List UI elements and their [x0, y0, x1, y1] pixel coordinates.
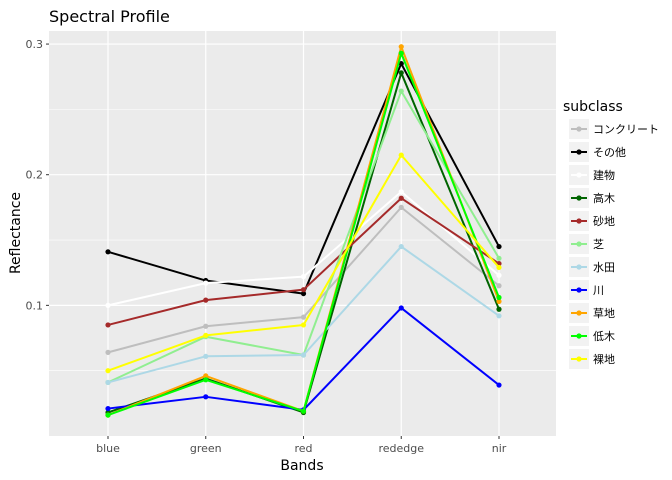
- series-point: [300, 408, 307, 414]
- series-point: [398, 152, 404, 158]
- legend-label: その他: [593, 146, 626, 159]
- series-point: [105, 368, 111, 374]
- legend-label: 裸地: [593, 352, 615, 366]
- series-group: [105, 44, 502, 418]
- legend-label: 低木: [593, 330, 615, 343]
- series-point: [300, 274, 307, 280]
- series-point: [105, 349, 111, 355]
- series-point: [300, 287, 307, 293]
- series-point: [300, 290, 307, 297]
- x-tick-label: nir: [492, 442, 507, 455]
- series-point: [398, 204, 404, 210]
- legend-label: 砂地: [593, 215, 615, 228]
- series-point: [105, 379, 111, 386]
- series-point: [496, 272, 502, 278]
- series-point: [203, 394, 209, 400]
- series-point: [398, 44, 404, 50]
- legend-label: 建物: [593, 168, 615, 182]
- legend-key-point: [576, 356, 582, 362]
- series-point: [105, 302, 111, 308]
- series-point: [398, 88, 404, 94]
- series-point: [496, 264, 502, 271]
- series-point: [496, 283, 502, 289]
- y-tick-label: 0.2: [26, 169, 44, 182]
- series-point: [300, 322, 307, 328]
- legend-label: 川: [593, 284, 604, 297]
- series-point: [398, 50, 404, 56]
- series-point: [398, 243, 404, 250]
- legend-key-point: [576, 264, 582, 270]
- y-tick-label: 0.1: [26, 299, 44, 312]
- legend-label: 芝: [593, 238, 604, 251]
- series-point: [496, 294, 502, 301]
- legend-title: subclass: [563, 99, 623, 115]
- y-tick-label: 0.3: [26, 38, 44, 51]
- series-point: [203, 332, 209, 339]
- x-tick-label: red: [294, 442, 312, 455]
- series-point: [398, 195, 404, 201]
- series-point: [203, 280, 209, 286]
- y-axis-ticks: 0.1 0.2 0.3: [26, 38, 49, 312]
- series-point: [496, 255, 502, 261]
- series-point: [105, 412, 111, 418]
- series-point: [300, 314, 307, 320]
- series-point: [203, 323, 209, 329]
- legend-key-point: [576, 218, 582, 224]
- series-point: [105, 249, 111, 255]
- legend-key-point: [576, 310, 582, 316]
- series-point: [398, 189, 404, 195]
- series-point: [398, 70, 404, 76]
- series-point: [496, 382, 502, 388]
- x-axis-label: Bands: [280, 458, 323, 474]
- legend-key-point: [576, 195, 582, 201]
- series-point: [300, 352, 307, 358]
- x-tick-label: rededge: [378, 442, 424, 455]
- legend-label: 高木: [593, 191, 615, 205]
- legend-label: 水田: [593, 261, 615, 274]
- legend-label: コンクリート: [593, 123, 659, 136]
- series-point: [105, 405, 111, 412]
- chart-title: Spectral Profile: [49, 7, 170, 26]
- series-point: [203, 297, 209, 303]
- series-point: [203, 377, 209, 383]
- series-point: [203, 353, 209, 359]
- series-point: [496, 313, 502, 319]
- legend-key-point: [576, 333, 582, 339]
- series-point: [496, 298, 502, 305]
- series-point: [105, 322, 111, 328]
- legend-key-point: [576, 172, 582, 178]
- x-axis-ticks: blue green red rededge nir: [96, 436, 507, 455]
- legend-key-point: [576, 149, 582, 155]
- legend-key-point: [576, 241, 582, 247]
- legend-label: 草地: [593, 307, 615, 320]
- x-tick-label: green: [190, 442, 222, 455]
- series-point: [398, 305, 404, 311]
- y-axis-label: Reflectance: [8, 192, 24, 274]
- x-tick-label: blue: [96, 442, 120, 455]
- plot-panel: [49, 31, 556, 436]
- series-point: [496, 306, 502, 312]
- series-point: [203, 373, 209, 379]
- legend-key-point: [576, 287, 582, 293]
- series-point: [398, 61, 404, 67]
- series-point: [496, 243, 502, 250]
- legend-key-point: [576, 126, 582, 132]
